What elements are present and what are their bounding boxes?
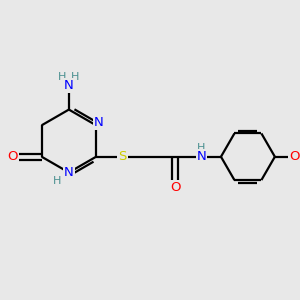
- Text: O: O: [170, 181, 180, 194]
- Text: N: N: [196, 150, 206, 163]
- Text: H: H: [53, 176, 62, 186]
- Text: S: S: [118, 150, 127, 163]
- Text: O: O: [7, 150, 18, 163]
- Text: H: H: [71, 72, 80, 82]
- Text: N: N: [64, 79, 74, 92]
- Text: N: N: [94, 116, 103, 129]
- Text: H: H: [58, 72, 67, 82]
- Text: H: H: [197, 143, 206, 153]
- Text: N: N: [64, 166, 74, 179]
- Text: O: O: [289, 150, 300, 163]
